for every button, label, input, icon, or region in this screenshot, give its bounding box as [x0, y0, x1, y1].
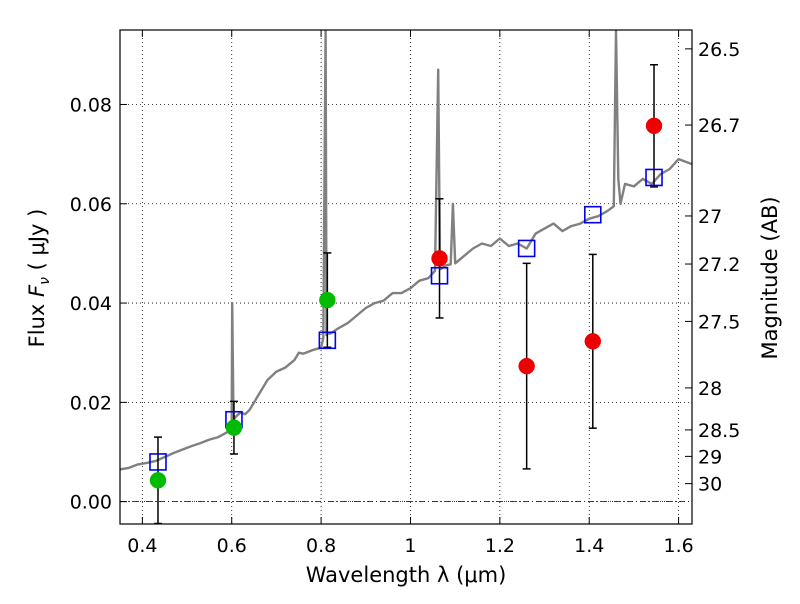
- axes-frame: [119, 29, 693, 525]
- model-point-square: [517, 239, 536, 258]
- model-point-square: [430, 266, 449, 285]
- mag-tick-label: 28: [698, 378, 722, 400]
- wfc3-photometry-point: [645, 117, 663, 135]
- plot-frame: [119, 29, 693, 525]
- y-tick-label: 0.04: [70, 293, 112, 315]
- acs-photometry-point: [319, 291, 336, 309]
- mag-tick-label: 29: [698, 446, 722, 468]
- markers-layer: [149, 117, 663, 489]
- y-axis-label-subscript: ν: [37, 277, 53, 285]
- ticks-layer: 0.4 0.6 0.8 1 1.2 1.4 1.6 0.00 0.02 0.04 0.06 0.08 2…: [70, 30, 740, 557]
- mag-tick-label: 26.5: [698, 39, 740, 61]
- mag-tick-label: 26.7: [698, 115, 740, 137]
- y-axis-label: Flux Fν ( μJy ): [25, 209, 53, 348]
- wfc3-photometry-point: [584, 333, 602, 350]
- y-tick-label: 0.00: [70, 492, 112, 514]
- x-tick-label: 0.6: [217, 535, 247, 557]
- model-point-square: [583, 205, 602, 224]
- y2-axis-label: Magnitude (AB): [758, 196, 782, 359]
- x-tick-label: 1.2: [485, 535, 515, 557]
- wfc3-photometry-point: [518, 357, 535, 375]
- y-axis-label-prefix: Flux: [25, 297, 49, 347]
- wfc3-photometry-point: [431, 250, 448, 267]
- y-axis-label-unit: ( μJy ): [25, 209, 49, 277]
- mag-tick-label: 27.5: [698, 311, 740, 333]
- x-tick-label: 1.4: [574, 535, 604, 557]
- mag-tick-label: 27.2: [698, 254, 740, 276]
- x-tick-label: 0.8: [306, 535, 336, 557]
- error-bars-layer: [153, 64, 659, 525]
- x-axis-label: Wavelength λ (μm): [306, 563, 507, 587]
- model-spectrum-line: [120, 30, 692, 471]
- grid-lines: [120, 30, 692, 524]
- model-point-square: [645, 168, 663, 187]
- acs-photometry-point: [225, 419, 243, 436]
- x-tick-label: 0.4: [127, 535, 157, 557]
- acs-photometry-point: [149, 472, 167, 489]
- x-tick-label: 1: [404, 535, 416, 557]
- x-tick-label: 1.6: [663, 535, 693, 557]
- mag-tick-label: 30: [698, 474, 722, 496]
- y-axis-label-symbol: F: [25, 284, 49, 297]
- y-tick-label: 0.02: [70, 392, 112, 414]
- model-point-square: [318, 331, 337, 350]
- y-tick-label: 0.06: [70, 194, 112, 216]
- model-spectrum-layer: [120, 30, 692, 471]
- mag-tick-label: 27: [698, 206, 722, 228]
- y-tick-label: 0.08: [70, 94, 112, 116]
- model-point-square: [149, 453, 167, 471]
- mag-tick-label: 28.5: [698, 420, 740, 442]
